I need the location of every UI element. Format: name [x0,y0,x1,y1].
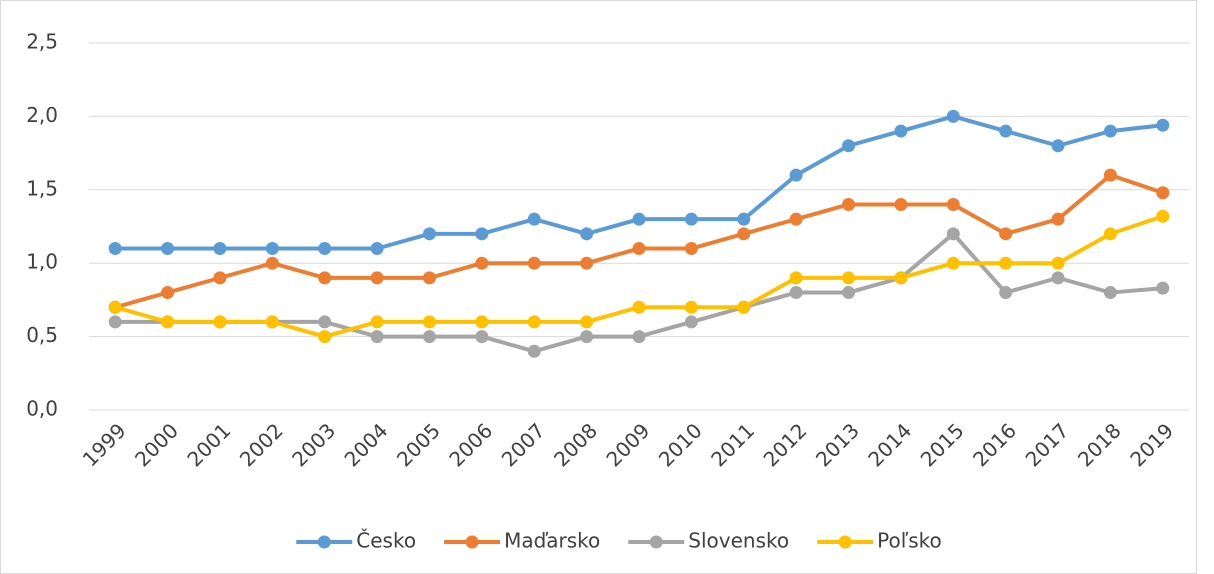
point [161,242,175,256]
legend: Česko Maďarsko Slovensko Poľsko [296,529,942,553]
point [789,286,803,300]
point [1156,281,1170,295]
point [842,271,856,285]
y-tick-label: 2,5 [26,30,58,54]
point [370,315,384,329]
point [475,315,489,329]
point [422,271,436,285]
legend-marker [838,535,852,549]
legend-marker [317,535,331,549]
point [161,286,175,300]
point [1051,212,1065,226]
point [1103,168,1117,182]
point [684,300,698,314]
point [1103,227,1117,241]
point [1103,286,1117,300]
point [1156,186,1170,200]
point [265,256,279,270]
legend-label: Maďarsko [504,529,600,553]
point [475,227,489,241]
legend-label: Slovensko [688,529,789,553]
point [370,242,384,256]
point [946,256,960,270]
point [318,271,332,285]
point [684,242,698,256]
point [946,197,960,211]
point [475,330,489,344]
point [422,315,436,329]
point [894,271,908,285]
point [999,124,1013,138]
point [842,286,856,300]
point [265,242,279,256]
point [213,315,227,329]
y-tick-label: 0,5 [26,323,58,347]
y-tick-label: 1,5 [26,176,58,200]
point [422,330,436,344]
point [1103,124,1117,138]
point [1051,139,1065,153]
point [475,256,489,270]
legend-marker [649,535,663,549]
point [789,168,803,182]
point [789,271,803,285]
y-tick-label: 1,0 [26,250,58,274]
y-tick-label: 0,0 [26,397,58,421]
point [842,139,856,153]
point [894,197,908,211]
point [999,286,1013,300]
point [946,227,960,241]
point [108,242,122,256]
point [1156,118,1170,132]
point [684,212,698,226]
legend-label: Česko [356,529,416,553]
point [737,300,751,314]
y-tick-label: 2,0 [26,103,58,127]
legend-marker [465,535,479,549]
point [108,300,122,314]
point [999,227,1013,241]
point [894,124,908,138]
point [108,315,122,329]
point [737,212,751,226]
point [580,330,594,344]
point [684,315,698,329]
point [370,330,384,344]
point [370,271,384,285]
point [632,212,646,226]
point [580,315,594,329]
point [527,315,541,329]
point [632,242,646,256]
point [213,271,227,285]
point [1051,271,1065,285]
point [946,109,960,123]
point [213,242,227,256]
point [842,197,856,211]
point [580,227,594,241]
point [318,330,332,344]
point [161,315,175,329]
point [527,212,541,226]
point [422,227,436,241]
point [580,256,594,270]
point [318,315,332,329]
point [527,256,541,270]
legend-label: Poľsko [877,529,942,553]
point [632,300,646,314]
point [265,315,279,329]
point [1156,209,1170,223]
point [318,242,332,256]
point [789,212,803,226]
point [737,227,751,241]
point [527,344,541,358]
point [632,330,646,344]
point [999,256,1013,270]
point [1051,256,1065,270]
